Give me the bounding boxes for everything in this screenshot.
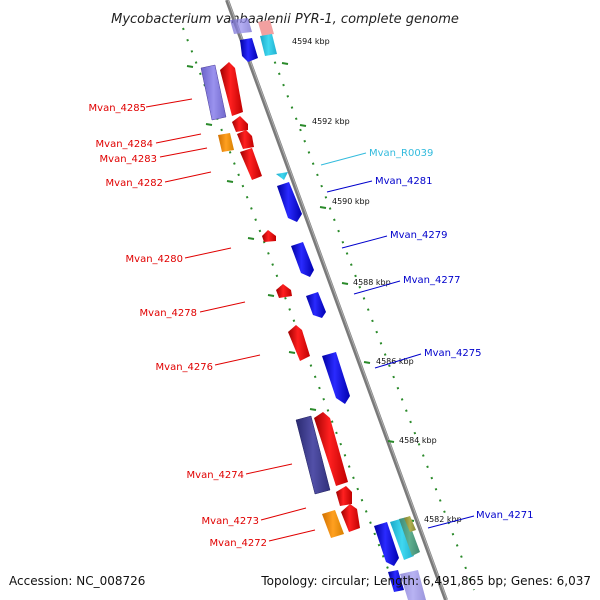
- cds-feature-mvan-4285[interactable]: [220, 62, 243, 116]
- gene-label-mvan-4278[interactable]: Mvan_4278: [140, 308, 197, 319]
- map-title: Mycobacterium vanbaalenii PYR-1, complet…: [111, 12, 459, 27]
- gene-label-mvan-4281[interactable]: Mvan_4281: [375, 176, 432, 187]
- cds-feature-mvan-4278[interactable]: [276, 284, 292, 298]
- genome-backbone: [225, 0, 448, 600]
- cds-feature[interactable]: [230, 18, 252, 34]
- scale-label: 4582 kbp: [424, 515, 462, 524]
- cds-feature-mvan-4275[interactable]: [322, 352, 350, 404]
- rna-feature-mvan-r0039[interactable]: [276, 172, 288, 180]
- cds-feature-mvan-4276[interactable]: [288, 325, 310, 361]
- cds-feature-mvan-4271[interactable]: [374, 522, 399, 566]
- cds-feature-mvan-4280[interactable]: [262, 230, 276, 242]
- cds-feature-group-top: [230, 18, 277, 62]
- cds-feature-mvan-4282[interactable]: [240, 148, 262, 180]
- gene-label-mvan-4274[interactable]: Mvan_4274: [187, 470, 244, 481]
- cds-feature-bottom[interactable]: [388, 570, 404, 592]
- scale-label: 4594 kbp: [292, 37, 330, 46]
- cds-feature-mvan-4284[interactable]: [218, 133, 234, 152]
- callout-line: [320, 152, 367, 166]
- cds-feature-mvan-4274-partner[interactable]: [295, 415, 331, 495]
- gene-label-mvan-4280[interactable]: Mvan_4280: [126, 254, 183, 265]
- cds-feature-mvan-4277[interactable]: [306, 292, 326, 318]
- cds-feature-mvan-4281[interactable]: [277, 182, 302, 222]
- gene-label-mvan-4285[interactable]: Mvan_4285: [89, 103, 146, 114]
- genome-summary-text: Topology: circular; Length: 6,491,865 bp…: [260, 574, 591, 588]
- ruler-left-track: [182, 27, 397, 591]
- right-callouts: [326, 180, 475, 529]
- gene-label-mvan-r0039[interactable]: Mvan_R0039: [369, 148, 433, 159]
- left-callouts: [145, 98, 316, 542]
- gene-label-mvan-4277[interactable]: Mvan_4277: [403, 275, 460, 286]
- genome-backbone-highlight: [227, 0, 448, 600]
- cds-feature-mvan-4273b[interactable]: [341, 504, 360, 532]
- gene-label-mvan-4271[interactable]: Mvan_4271: [476, 510, 533, 521]
- scale-label: 4584 kbp: [399, 436, 437, 445]
- cds-feature-mvan-4274[interactable]: [314, 412, 348, 486]
- cds-feature[interactable]: [258, 20, 274, 36]
- cds-feature-mvan-4273[interactable]: [336, 486, 352, 506]
- cds-feature-mvan-4285-partner[interactable]: [200, 64, 227, 121]
- gene-label-mvan-4282[interactable]: Mvan_4282: [106, 178, 163, 189]
- gene-label-mvan-4272[interactable]: Mvan_4272: [210, 538, 267, 549]
- cds-feature-mvan-4271-c[interactable]: [399, 517, 420, 556]
- cds-feature-mvan-4271-d[interactable]: [404, 516, 416, 532]
- cds-feature-mvan-4283[interactable]: [237, 130, 254, 149]
- gene-label-mvan-4284[interactable]: Mvan_4284: [96, 139, 153, 150]
- left-label-group: Mvan_4285 Mvan_4284 Mvan_4283 Mvan_4282 …: [89, 103, 267, 549]
- accession-text: Accession: NC_008726: [9, 574, 145, 588]
- gene-label-mvan-4275[interactable]: Mvan_4275: [424, 348, 481, 359]
- right-label-group: Mvan_4281 Mvan_4279 Mvan_4277 Mvan_4275 …: [375, 176, 533, 521]
- cds-feature-bottom[interactable]: [400, 570, 426, 600]
- scale-label: 4592 kbp: [312, 117, 350, 126]
- cds-feature-mvan-4271-b[interactable]: [390, 519, 414, 560]
- scale-label: 4590 kbp: [332, 197, 370, 206]
- cds-feature-mvan-4279[interactable]: [291, 242, 314, 277]
- gene-label-mvan-4273[interactable]: Mvan_4273: [202, 516, 259, 527]
- gene-label-mvan-4279[interactable]: Mvan_4279: [390, 230, 447, 241]
- cds-feature[interactable]: [260, 34, 277, 56]
- gene-label-mvan-4283[interactable]: Mvan_4283: [100, 154, 157, 165]
- ruler-right-track: [261, 27, 475, 591]
- cds-feature[interactable]: [240, 38, 258, 62]
- scale-label: 4588 kbp: [353, 278, 391, 287]
- cds-feature-mvan-4272[interactable]: [322, 510, 344, 538]
- cds-feature-mvan-4284b[interactable]: [232, 116, 248, 132]
- gene-label-mvan-4276[interactable]: Mvan_4276: [156, 362, 213, 373]
- ruler-major-ticks: [186, 62, 415, 525]
